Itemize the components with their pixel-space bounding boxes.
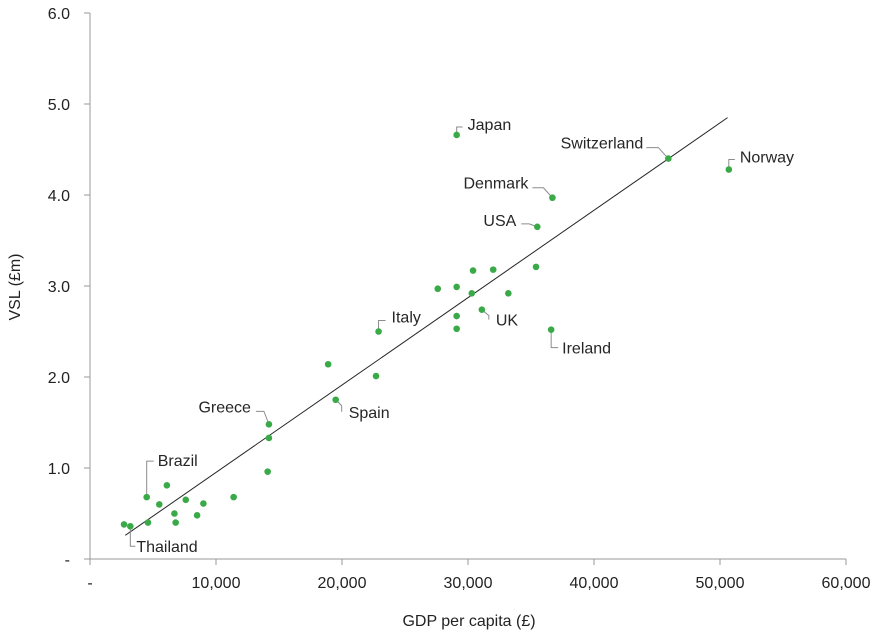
- data-point: [182, 496, 190, 504]
- label-leader-line: [129, 526, 136, 547]
- y-tick-label: 6.0: [48, 6, 70, 23]
- data-points: [120, 131, 733, 530]
- data-point: [453, 325, 460, 333]
- data-point: [547, 326, 555, 333]
- point-label: Italy: [392, 310, 421, 327]
- point-label: Ireland: [562, 341, 611, 358]
- x-tick-label: 50,000: [696, 575, 745, 592]
- data-point: [478, 306, 486, 313]
- y-tick-label: 5.0: [48, 97, 70, 114]
- data-point: [453, 283, 460, 291]
- tick-labels: - 1.0 2.0 3.0 4.0 5.0 6.0 - 10,000 20,000 30,000 40…: [48, 6, 871, 592]
- y-tick-label: 2.0: [48, 370, 70, 387]
- data-point: [171, 510, 178, 517]
- point-labels: Thailand Brazil Greece Spain Italy Japan UK USA…: [136, 117, 794, 556]
- x-tick-label: 20,000: [318, 575, 367, 592]
- data-point: [120, 521, 128, 528]
- data-point: [127, 522, 134, 530]
- x-tick-label: 10,000: [192, 575, 241, 592]
- label-leader-line: [532, 187, 553, 199]
- data-point: [469, 267, 477, 274]
- x-tick-label: -: [87, 575, 92, 592]
- label-leader-line: [550, 329, 559, 349]
- y-tick-label: 3.0: [48, 279, 70, 296]
- label-leader-line: [728, 159, 735, 170]
- data-point: [143, 493, 150, 501]
- point-label: Thailand: [136, 539, 197, 556]
- point-label: Switzerland: [561, 136, 644, 153]
- data-point: [193, 512, 201, 519]
- x-axis-title: GDP per capita (£): [402, 613, 535, 630]
- trendline: [124, 117, 728, 536]
- label-leader-line: [646, 147, 669, 159]
- x-tick-label: 60,000: [822, 575, 871, 592]
- data-point: [532, 263, 540, 271]
- data-point: [505, 289, 512, 297]
- data-point: [372, 372, 380, 380]
- x-tick-label: 30,000: [444, 575, 493, 592]
- data-point: [265, 421, 273, 428]
- axes: [89, 13, 846, 560]
- point-label: UK: [496, 313, 519, 330]
- tick-marks: [84, 12, 847, 565]
- data-point: [489, 266, 497, 273]
- x-tick-label: 40,000: [570, 575, 619, 592]
- y-tick-label: 1.0: [48, 461, 70, 478]
- label-leader-line: [146, 460, 154, 498]
- trendline-layer: [124, 117, 728, 536]
- data-point: [264, 468, 271, 475]
- data-point: [534, 223, 541, 231]
- data-point: [434, 285, 442, 293]
- point-label: Denmark: [464, 176, 530, 193]
- label-leader-line: [255, 410, 270, 425]
- data-point: [725, 166, 733, 173]
- data-point: [549, 194, 556, 202]
- point-label: Greece: [198, 399, 251, 416]
- data-point: [468, 289, 476, 297]
- data-point: [324, 360, 332, 368]
- point-label: Norway: [740, 150, 794, 167]
- data-point: [453, 312, 460, 320]
- data-point: [332, 396, 340, 404]
- data-point: [265, 434, 273, 442]
- label-leaders: [129, 126, 735, 547]
- point-label: Brazil: [158, 453, 198, 470]
- y-axis-title: VSL (£m): [7, 254, 24, 321]
- data-point: [144, 519, 152, 526]
- y-tick-label: 4.0: [48, 188, 70, 205]
- point-label: Japan: [468, 117, 512, 134]
- data-point: [665, 155, 672, 162]
- data-point: [172, 519, 179, 526]
- data-point: [375, 328, 382, 335]
- data-point: [200, 500, 207, 507]
- data-point: [156, 501, 163, 508]
- data-point: [230, 493, 237, 501]
- data-point: [453, 131, 460, 139]
- point-label: Spain: [349, 405, 390, 422]
- y-tick-label: -: [65, 552, 70, 569]
- data-point: [163, 481, 171, 489]
- label-leader-line: [378, 320, 386, 332]
- point-label: USA: [483, 213, 516, 230]
